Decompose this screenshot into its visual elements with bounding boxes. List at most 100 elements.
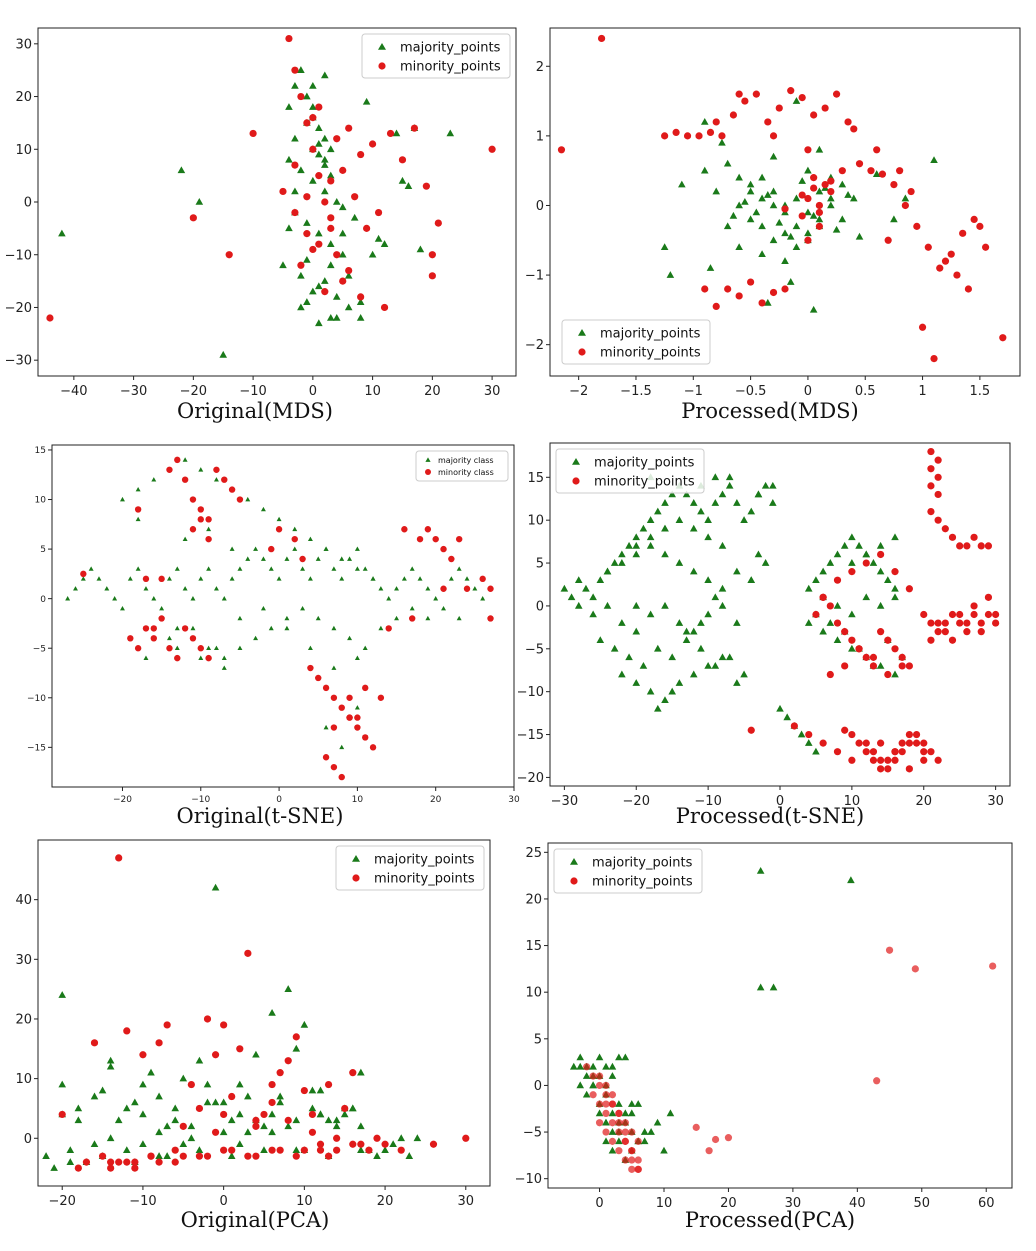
minority-points-point xyxy=(398,156,407,164)
minority-points-point xyxy=(292,1033,300,1041)
minority-points-point xyxy=(927,508,935,516)
majority-points-point xyxy=(747,576,756,583)
majority-class-point xyxy=(182,586,188,591)
minority-points-point xyxy=(884,670,892,679)
majority-points-point xyxy=(582,1090,591,1098)
majority-points-point xyxy=(712,187,721,195)
minority-points-point xyxy=(163,1021,171,1029)
majority-class-point xyxy=(315,556,321,561)
majority-points-point xyxy=(268,1009,276,1016)
majority-points-point xyxy=(171,1116,180,1124)
majority-points-point xyxy=(833,636,842,644)
majority-points-point xyxy=(876,661,885,669)
majority-points-point xyxy=(704,533,712,541)
legend: majority_points minority_points xyxy=(335,845,485,891)
majority-points-point xyxy=(654,704,662,712)
minority-points-point xyxy=(692,1123,700,1131)
majority-class-point xyxy=(409,605,415,611)
majority-points-point xyxy=(776,704,784,712)
majority-points-point xyxy=(711,593,720,601)
x-tick-label: 20 xyxy=(915,794,932,809)
minority-points-point xyxy=(838,167,846,175)
majority-points-point xyxy=(446,129,455,137)
majority-class-point xyxy=(307,536,313,541)
majority-points-point xyxy=(632,541,641,549)
minority-points-point xyxy=(683,132,692,140)
y-tick-label: −5 xyxy=(525,642,544,657)
y-tick-label: 15 xyxy=(527,471,544,486)
legend-box xyxy=(335,845,485,891)
majority-points-point xyxy=(735,201,743,209)
minority-points-point xyxy=(827,187,835,196)
majority-points-point xyxy=(678,180,686,188)
majority-class-point xyxy=(198,655,204,660)
majority-points-point xyxy=(291,82,299,89)
majority-class-point xyxy=(206,566,212,571)
majority-points-point xyxy=(646,533,655,541)
x-tick-label: 30 xyxy=(484,384,501,399)
majority-points-point xyxy=(608,1128,617,1135)
minority-points-point xyxy=(621,1137,629,1145)
minority-points-point xyxy=(429,1140,438,1148)
minority-points-point xyxy=(602,1100,610,1108)
majority-points-point xyxy=(602,1062,610,1070)
minority-points-point xyxy=(877,756,885,764)
majority-points-point xyxy=(389,1140,397,1148)
minority-points-point xyxy=(970,602,978,610)
majority-points-point xyxy=(260,1146,268,1154)
majority-points-point xyxy=(350,213,359,221)
majority-points-point xyxy=(769,236,778,244)
y-tick-label: −30 xyxy=(5,354,32,369)
x-tick-label: 0 xyxy=(276,795,282,805)
y-tick-label: 10 xyxy=(35,496,47,506)
minority-points-point xyxy=(363,224,371,232)
majority-points-point xyxy=(603,567,612,575)
minority-points-point xyxy=(351,193,359,201)
majority-class-point xyxy=(417,576,423,581)
majority-class-point xyxy=(323,724,329,730)
majority-class-point xyxy=(394,586,400,591)
majority-points-point xyxy=(338,203,347,211)
minority-points-point xyxy=(898,662,906,670)
minority-class-point xyxy=(158,615,165,622)
majority-points-point xyxy=(66,1146,75,1154)
minority-points-point xyxy=(595,1119,604,1127)
legend-marker xyxy=(578,329,586,336)
majority-points-point xyxy=(747,507,756,515)
minority-points-point xyxy=(634,1137,642,1145)
minority-points-point xyxy=(211,1051,220,1059)
majority-class-point xyxy=(182,536,188,541)
chart-orig-mds: −40 −30 −20 −10 0 10 20 30 −30 −20 −10 0 10 20 30 major… xyxy=(5,27,517,423)
majority-points-point xyxy=(574,601,583,609)
majority-points-point xyxy=(741,198,749,205)
minority-points-point xyxy=(884,756,892,764)
majority-points-point xyxy=(786,232,795,240)
minority-points-point xyxy=(462,1134,470,1142)
majority-points-point xyxy=(704,576,712,583)
y-tick-label: 25 xyxy=(525,846,542,861)
majority-points-point xyxy=(618,550,626,558)
majority-points-point xyxy=(589,593,597,601)
minority-points-point xyxy=(977,542,985,550)
minority-points-point xyxy=(203,1152,212,1160)
majority-class-point xyxy=(135,516,141,522)
x-tick-label: 60 xyxy=(978,1196,995,1211)
majority-class-point xyxy=(237,615,243,621)
majority-points-point xyxy=(235,1140,244,1148)
minority-points-point xyxy=(992,619,1000,627)
majority-class-point xyxy=(441,605,446,611)
marks-layer xyxy=(560,447,1000,773)
minority-class-point xyxy=(291,535,298,543)
minority-class-point xyxy=(150,625,157,632)
y-tick-label: 10 xyxy=(527,514,544,529)
minority-class-point xyxy=(150,635,157,642)
majority-class-point xyxy=(245,496,251,502)
majority-class-point xyxy=(213,586,219,591)
minority-points-point xyxy=(195,1152,204,1160)
majority-class-point xyxy=(354,705,360,710)
majority-points-point xyxy=(847,876,855,884)
majority-points-point xyxy=(815,145,824,153)
x-tick-label: −10 xyxy=(129,1194,156,1209)
majority-points-point xyxy=(203,1098,212,1106)
majority-points-point xyxy=(826,619,835,626)
